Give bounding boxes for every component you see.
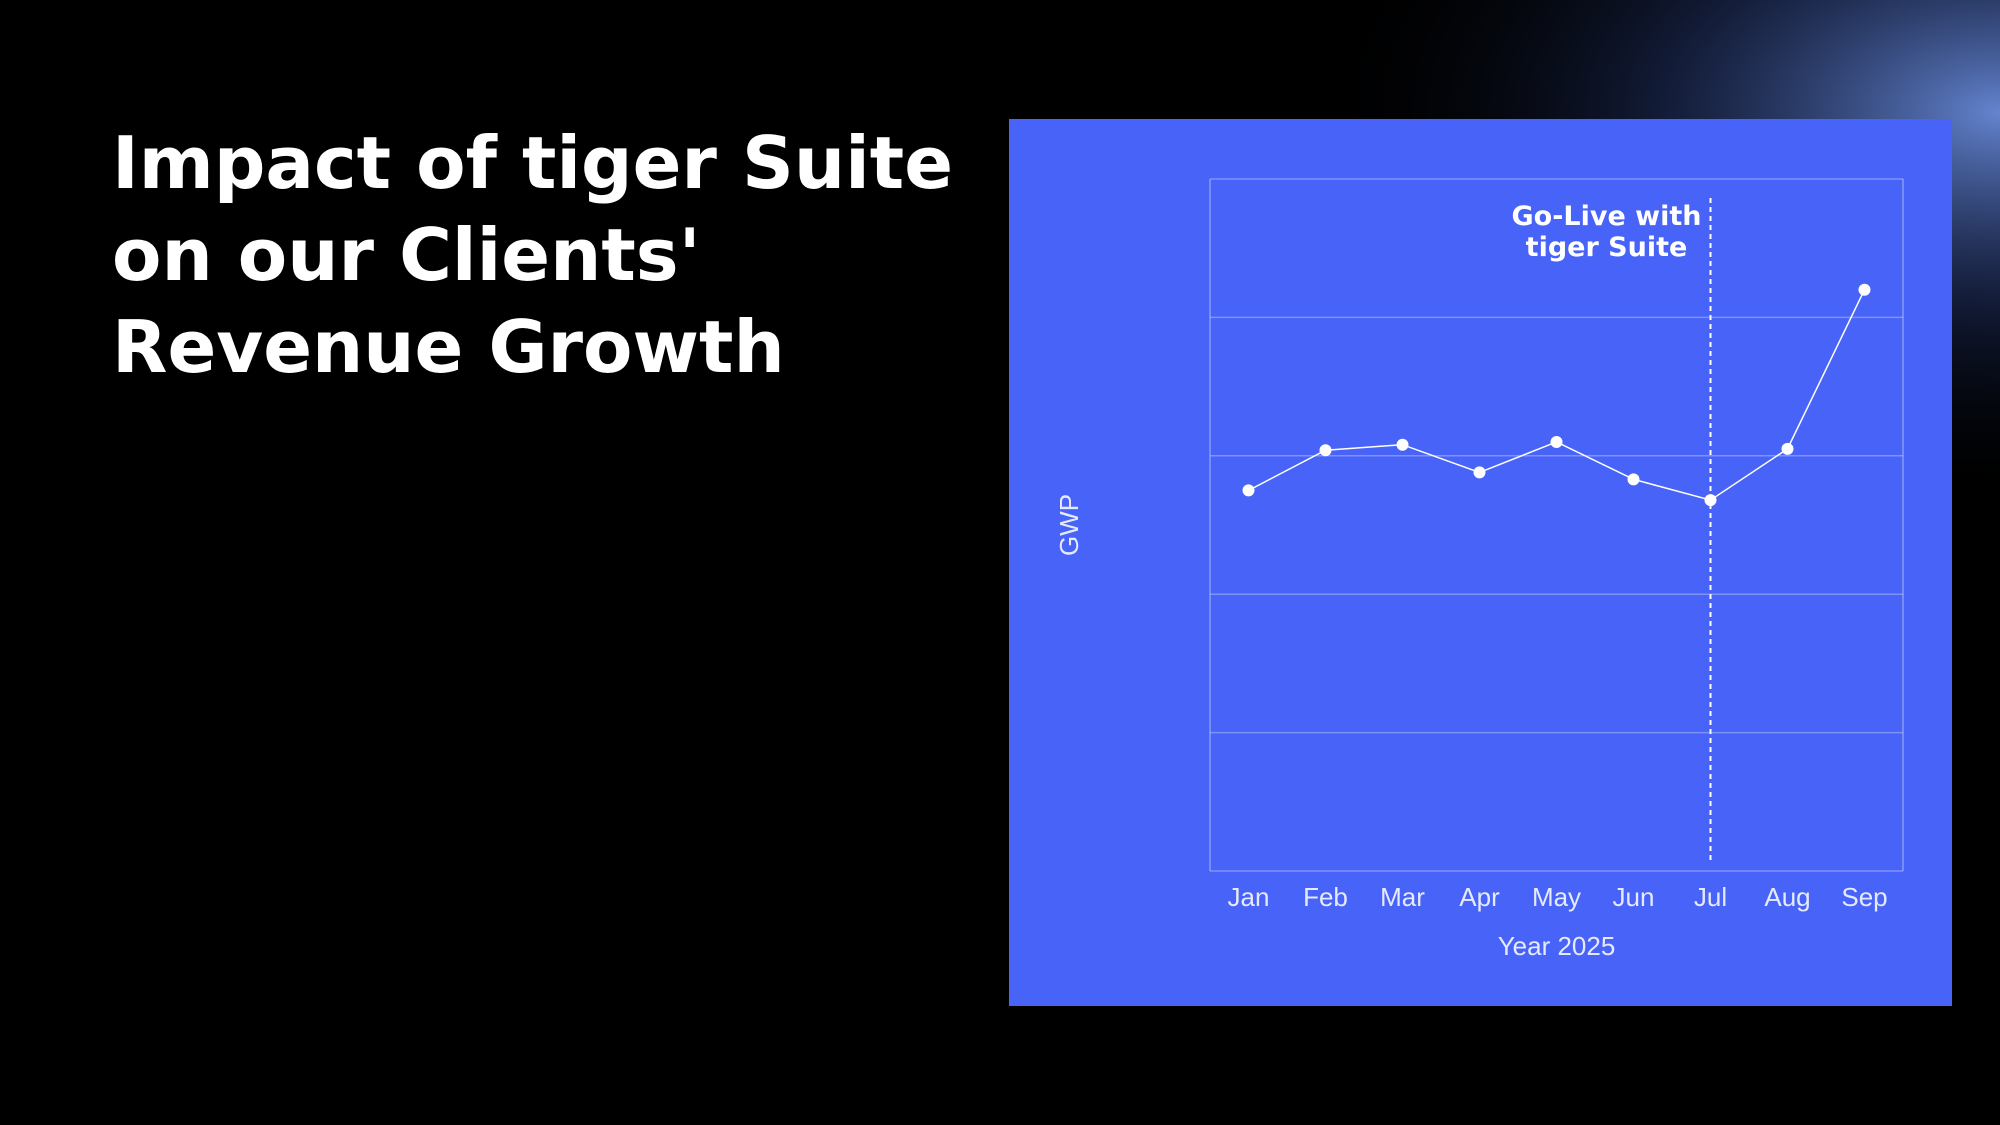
data-point <box>1473 466 1486 479</box>
x-tick-label: Jan <box>1228 882 1270 912</box>
chart-panel <box>1009 119 1952 1006</box>
x-tick-label: Feb <box>1303 882 1348 912</box>
x-tick-label: Sep <box>1841 882 1887 912</box>
data-point <box>1781 442 1794 455</box>
x-tick-label: Apr <box>1459 882 1500 912</box>
data-point <box>1627 473 1640 486</box>
data-point <box>1396 438 1409 451</box>
y-axis-label: GWP <box>1054 494 1084 556</box>
x-tick-label: Mar <box>1380 882 1425 912</box>
data-point <box>1858 283 1871 296</box>
data-point <box>1550 435 1563 448</box>
data-point <box>1242 484 1255 497</box>
data-point <box>1704 494 1717 507</box>
x-axis-label: Year 2025 <box>1498 931 1616 961</box>
data-point <box>1319 444 1332 457</box>
annotation-text: tiger Suite <box>1526 232 1688 263</box>
x-tick-label: Aug <box>1764 882 1810 912</box>
title-line: Impact of tiger Suite <box>112 121 953 205</box>
title-line: Revenue Growth <box>112 305 785 389</box>
annotation-text: Go-Live with <box>1511 201 1701 232</box>
x-tick-label: Jul <box>1694 882 1727 912</box>
title-line: on our Clients' <box>112 213 701 297</box>
x-tick-label: May <box>1532 882 1581 912</box>
x-tick-label: Jun <box>1613 882 1655 912</box>
